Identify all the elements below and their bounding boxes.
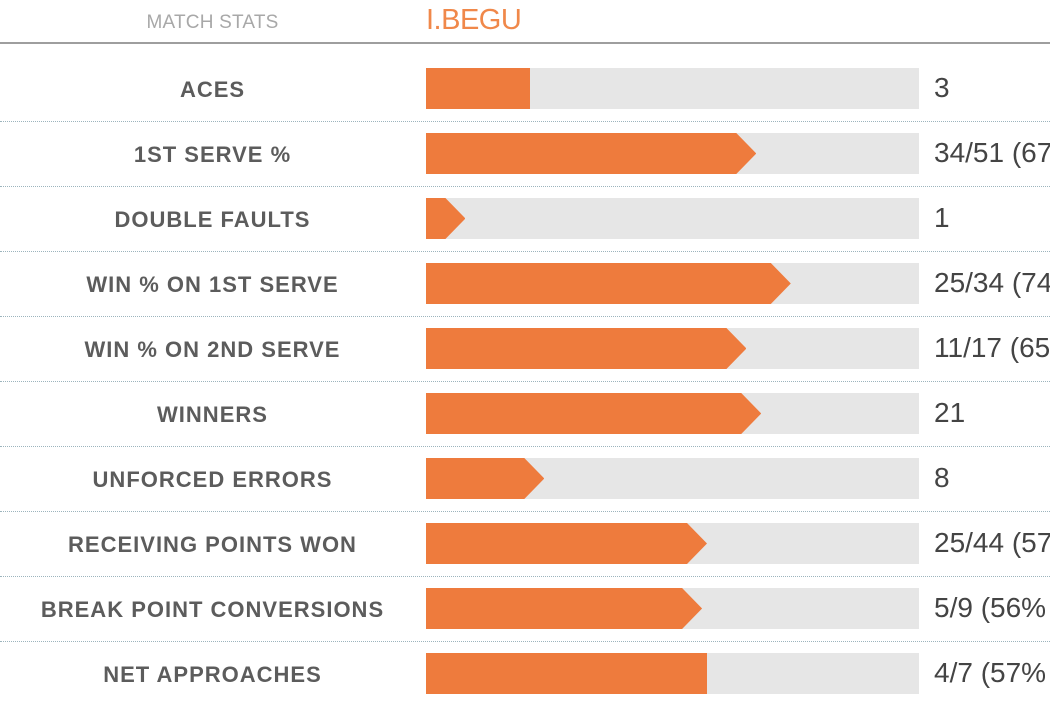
stats-header: MATCH STATS I.BEGU	[0, 0, 1050, 44]
stat-bar-fill	[426, 68, 530, 109]
stat-bar-track	[426, 198, 919, 239]
stat-value: 25/44 (57	[934, 527, 1050, 558]
stat-row: WIN % ON 1ST SERVE 25/34 (74	[0, 252, 1050, 317]
stat-bar-fill	[426, 588, 702, 629]
stat-row: WIN % ON 2ND SERVE 11/17 (65	[0, 317, 1050, 382]
stat-bar-track	[426, 68, 919, 109]
stat-bar-track	[426, 263, 919, 304]
stat-row: BREAK POINT CONVERSIONS 5/9 (56%	[0, 577, 1050, 642]
stat-value: 8	[934, 462, 950, 493]
stat-value: 11/17 (65	[934, 332, 1050, 363]
stat-label: WINNERS	[157, 402, 268, 427]
stat-value: 1	[934, 202, 950, 233]
stat-bar-fill	[426, 393, 761, 434]
stat-bar-track	[426, 328, 919, 369]
stat-row: UNFORCED ERRORS 8	[0, 447, 1050, 512]
stat-bar-track	[426, 653, 919, 694]
match-stats-heading: MATCH STATS	[146, 12, 279, 33]
stat-value: 25/34 (74	[934, 267, 1050, 298]
stat-row: DOUBLE FAULTS 1	[0, 187, 1050, 252]
stat-label: ACES	[179, 77, 246, 102]
stat-bar-track	[426, 133, 919, 174]
stat-row: NET APPROACHES 4/7 (57%	[0, 642, 1050, 707]
stat-row: ACES 3	[0, 57, 1050, 122]
stat-row: WINNERS 21	[0, 382, 1050, 447]
stat-label: WIN % ON 2ND SERVE	[84, 337, 341, 362]
stat-value: 21	[934, 397, 966, 428]
stat-bar-fill	[426, 263, 791, 304]
stat-label: 1ST SERVE %	[133, 142, 292, 167]
stat-bar-fill	[426, 328, 746, 369]
stat-row: RECEIVING POINTS WON 25/44 (57	[0, 512, 1050, 577]
stat-bar-fill	[426, 523, 707, 564]
stat-bar-fill	[426, 653, 707, 694]
stat-value: 34/51 (67	[934, 137, 1050, 168]
stat-label: RECEIVING POINTS WON	[68, 532, 357, 557]
stat-bar-fill	[426, 198, 465, 239]
stat-bar-fill	[426, 133, 756, 174]
stat-label: BREAK POINT CONVERSIONS	[40, 597, 385, 622]
stats-list: ACES 3 1ST SERVE % 34/51 (67 DOUBLE FAULTS 1 W…	[0, 57, 1050, 707]
stat-value: 4/7 (57%	[934, 657, 1047, 688]
stat-bar-fill	[426, 458, 544, 499]
stat-bar-track	[426, 523, 919, 564]
stat-label: WIN % ON 1ST SERVE	[86, 272, 339, 297]
stat-bar-track	[426, 458, 919, 499]
stat-value: 3	[934, 72, 950, 103]
player-name[interactable]: I.BEGU	[426, 4, 522, 36]
stat-row: 1ST SERVE % 34/51 (67	[0, 122, 1050, 187]
stat-label: DOUBLE FAULTS	[114, 207, 311, 232]
stat-bar-track	[426, 588, 919, 629]
stat-label: UNFORCED ERRORS	[92, 467, 333, 492]
stat-bar-track	[426, 393, 919, 434]
stat-value: 5/9 (56%	[934, 592, 1047, 623]
stat-label: NET APPROACHES	[103, 662, 322, 687]
